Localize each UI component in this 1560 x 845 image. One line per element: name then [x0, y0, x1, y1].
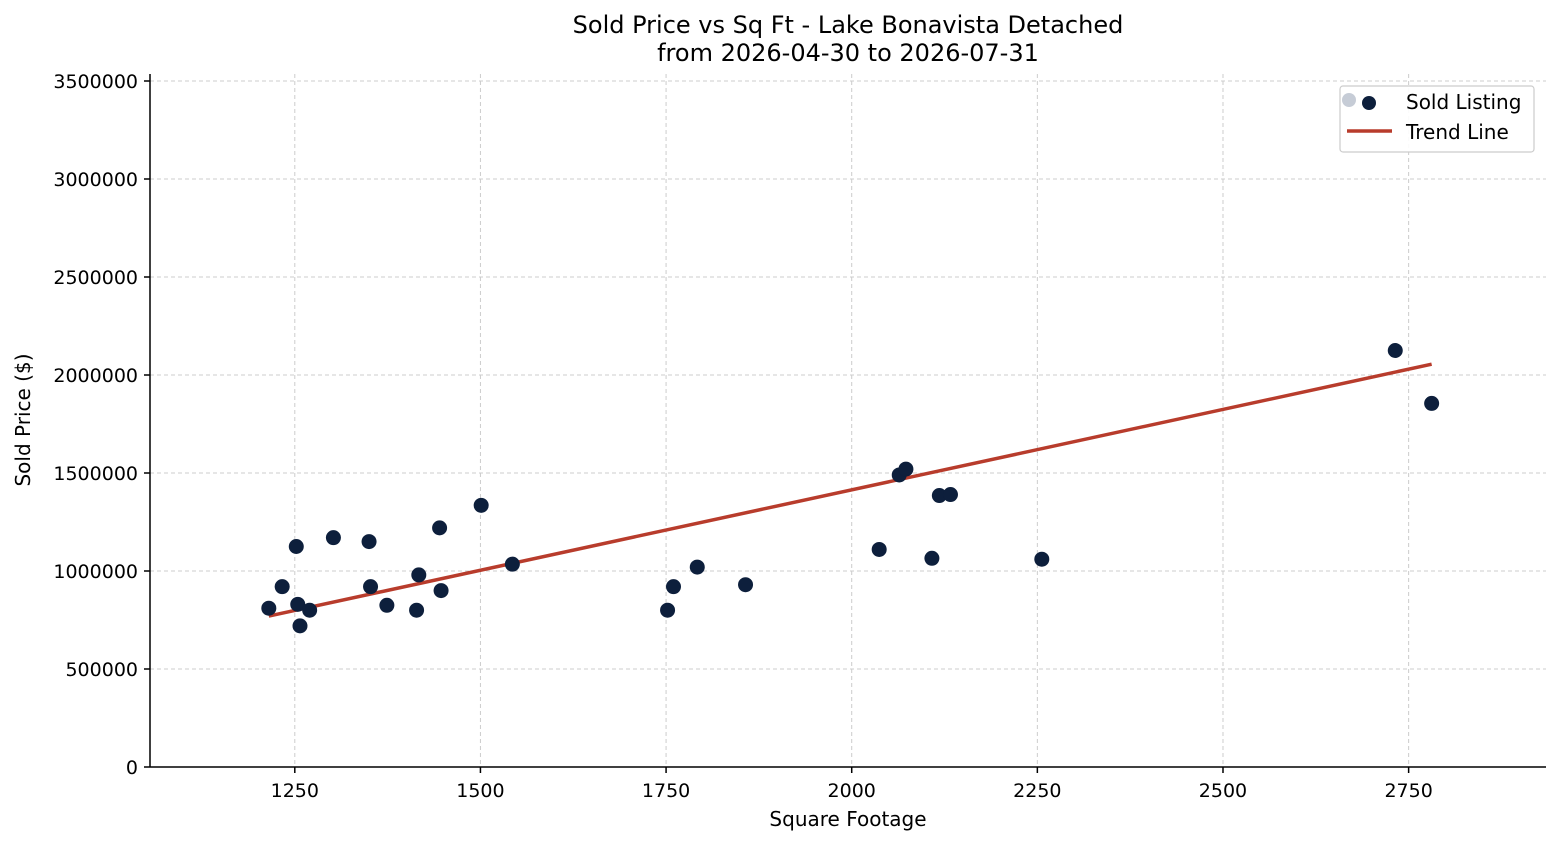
x-tick-label: 2250	[1013, 780, 1061, 802]
legend-scatter-marker	[1362, 96, 1376, 110]
y-axis-label: Sold Price ($)	[11, 353, 35, 486]
y-tick-label: 2500000	[53, 267, 138, 289]
data-point	[666, 579, 681, 595]
legend-ghost-marker	[1342, 93, 1356, 107]
data-point	[409, 602, 425, 618]
y-axis-ticks: 0 500000 1000000 1500000 2000000 2500000 30000…	[53, 71, 150, 779]
data-point	[432, 520, 448, 536]
data-point	[1034, 551, 1050, 567]
data-point	[361, 534, 377, 550]
x-tick-label: 1250	[271, 780, 319, 802]
data-point	[924, 550, 940, 566]
chart-title: Sold Price vs Sq Ft - Lake Bonavista Det…	[573, 11, 1124, 39]
trend-line-layer	[268, 362, 1433, 618]
data-point	[660, 602, 676, 618]
data-point	[942, 487, 958, 503]
x-tick-label: 2750	[1384, 780, 1432, 802]
y-tick-label: 3000000	[53, 169, 138, 191]
legend-label-trend-line: Trend Line	[1405, 120, 1509, 144]
chart-subtitle: from 2026-04-30 to 2026-07-31	[657, 39, 1039, 67]
data-point	[1387, 343, 1403, 358]
data-point	[261, 600, 277, 616]
data-point	[411, 567, 427, 583]
x-axis-label: Square Footage	[769, 807, 926, 831]
data-point	[363, 579, 379, 595]
data-point	[898, 461, 914, 477]
data-point	[302, 602, 318, 618]
x-axis-ticks: 1250 1500 1750 2000 2250 2500 2750	[271, 767, 1433, 802]
legend-box	[1339, 85, 1535, 153]
data-point	[504, 556, 520, 572]
data-point	[433, 583, 449, 599]
gridlines	[150, 74, 1546, 767]
data-point	[871, 541, 887, 557]
y-tick-label: 0	[126, 757, 138, 779]
x-tick-label: 2500	[1199, 780, 1247, 802]
data-point	[1424, 395, 1440, 411]
data-point	[274, 579, 290, 595]
legend-label-sold-listing: Sold Listing	[1406, 90, 1521, 114]
x-tick-label: 1750	[642, 780, 690, 802]
trend-line	[268, 362, 1433, 618]
y-tick-label: 500000	[65, 659, 138, 681]
data-point	[738, 577, 754, 593]
data-point	[290, 596, 306, 612]
data-point	[689, 559, 705, 575]
x-tick-label: 1500	[456, 780, 504, 802]
y-tick-label: 2000000	[53, 365, 138, 387]
y-tick-label: 1000000	[53, 561, 138, 583]
data-point	[931, 488, 947, 504]
y-tick-label: 3500000	[53, 71, 138, 93]
x-tick-label: 2000	[828, 780, 876, 802]
y-tick-label: 1500000	[53, 463, 138, 485]
data-point	[292, 618, 308, 634]
data-point	[379, 597, 395, 613]
data-point	[288, 539, 304, 554]
data-point	[325, 530, 341, 546]
data-point	[473, 497, 489, 513]
data-points	[261, 343, 1440, 634]
legend: Sold Listing Trend Line	[1339, 85, 1535, 153]
